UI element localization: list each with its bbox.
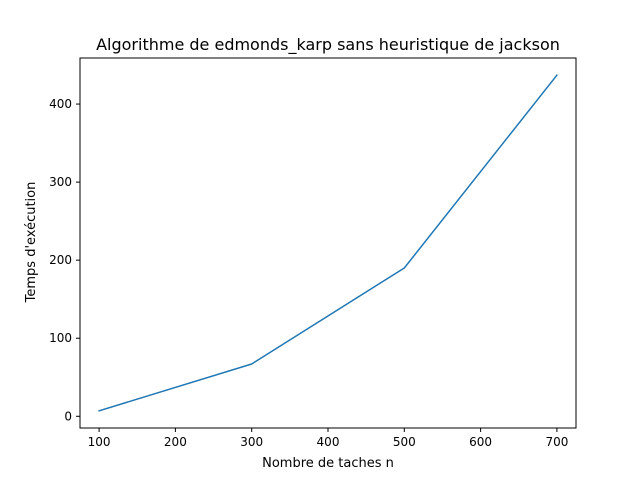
x-axis-label: Nombre de taches n <box>262 456 394 471</box>
chart-title: Algorithme de edmonds_karp sans heuristi… <box>96 35 560 55</box>
y-axis-label: Temps d'exécution <box>24 182 39 304</box>
series-line-0 <box>98 74 558 412</box>
x-tick-label-100: 100 <box>88 435 111 449</box>
y-tick-label-100: 100 <box>49 331 72 345</box>
y-tick-label-300: 300 <box>49 175 72 189</box>
x-tick-label-500: 500 <box>393 435 416 449</box>
x-tick-label-600: 600 <box>469 435 492 449</box>
y-tick-label-400: 400 <box>49 97 72 111</box>
y-tick-label-0: 0 <box>64 409 72 423</box>
plot-area: 100 200 300 400 500 600 700 0 100 200 300 400 <box>49 57 577 449</box>
y-tick-label-200: 200 <box>49 253 72 267</box>
x-tick-label-400: 400 <box>317 435 340 449</box>
x-tick-label-300: 300 <box>240 435 263 449</box>
x-tick-label-200: 200 <box>164 435 187 449</box>
x-tick-label-700: 700 <box>545 435 568 449</box>
